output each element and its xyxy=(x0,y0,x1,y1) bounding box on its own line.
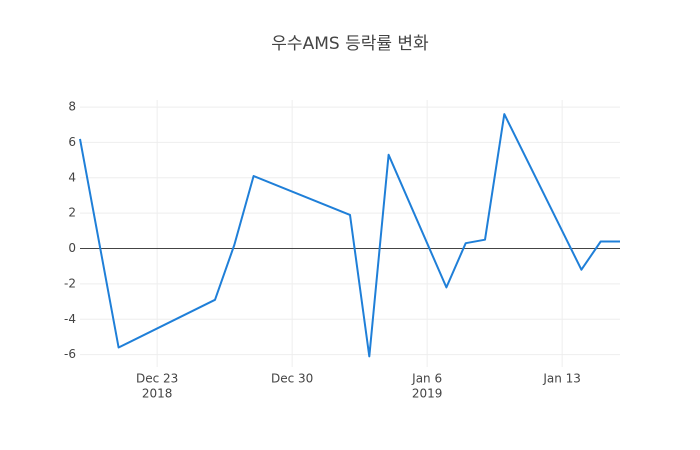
x-tick-label: Dec 30 xyxy=(271,372,313,386)
y-tick-label: 2 xyxy=(68,206,76,220)
y-tick-label: 0 xyxy=(68,241,76,255)
y-tick-label: 6 xyxy=(68,135,76,149)
data-line xyxy=(79,113,620,358)
x-tick-label: 2019 xyxy=(412,387,443,401)
y-tick-label: 4 xyxy=(68,170,76,184)
y-tick-label: -2 xyxy=(64,276,76,290)
y-tick-label: -4 xyxy=(64,312,76,326)
x-tick-label: 2018 xyxy=(142,387,173,401)
y-tick-label: 8 xyxy=(68,100,76,114)
y-tick-label: -6 xyxy=(64,347,76,361)
x-tick-label: Jan 13 xyxy=(542,372,581,386)
chart-title: 우수AMS 등락률 변화 xyxy=(271,34,429,54)
x-tick-label: Dec 23 xyxy=(136,372,178,386)
x-tick-label: Jan 6 xyxy=(411,372,442,386)
